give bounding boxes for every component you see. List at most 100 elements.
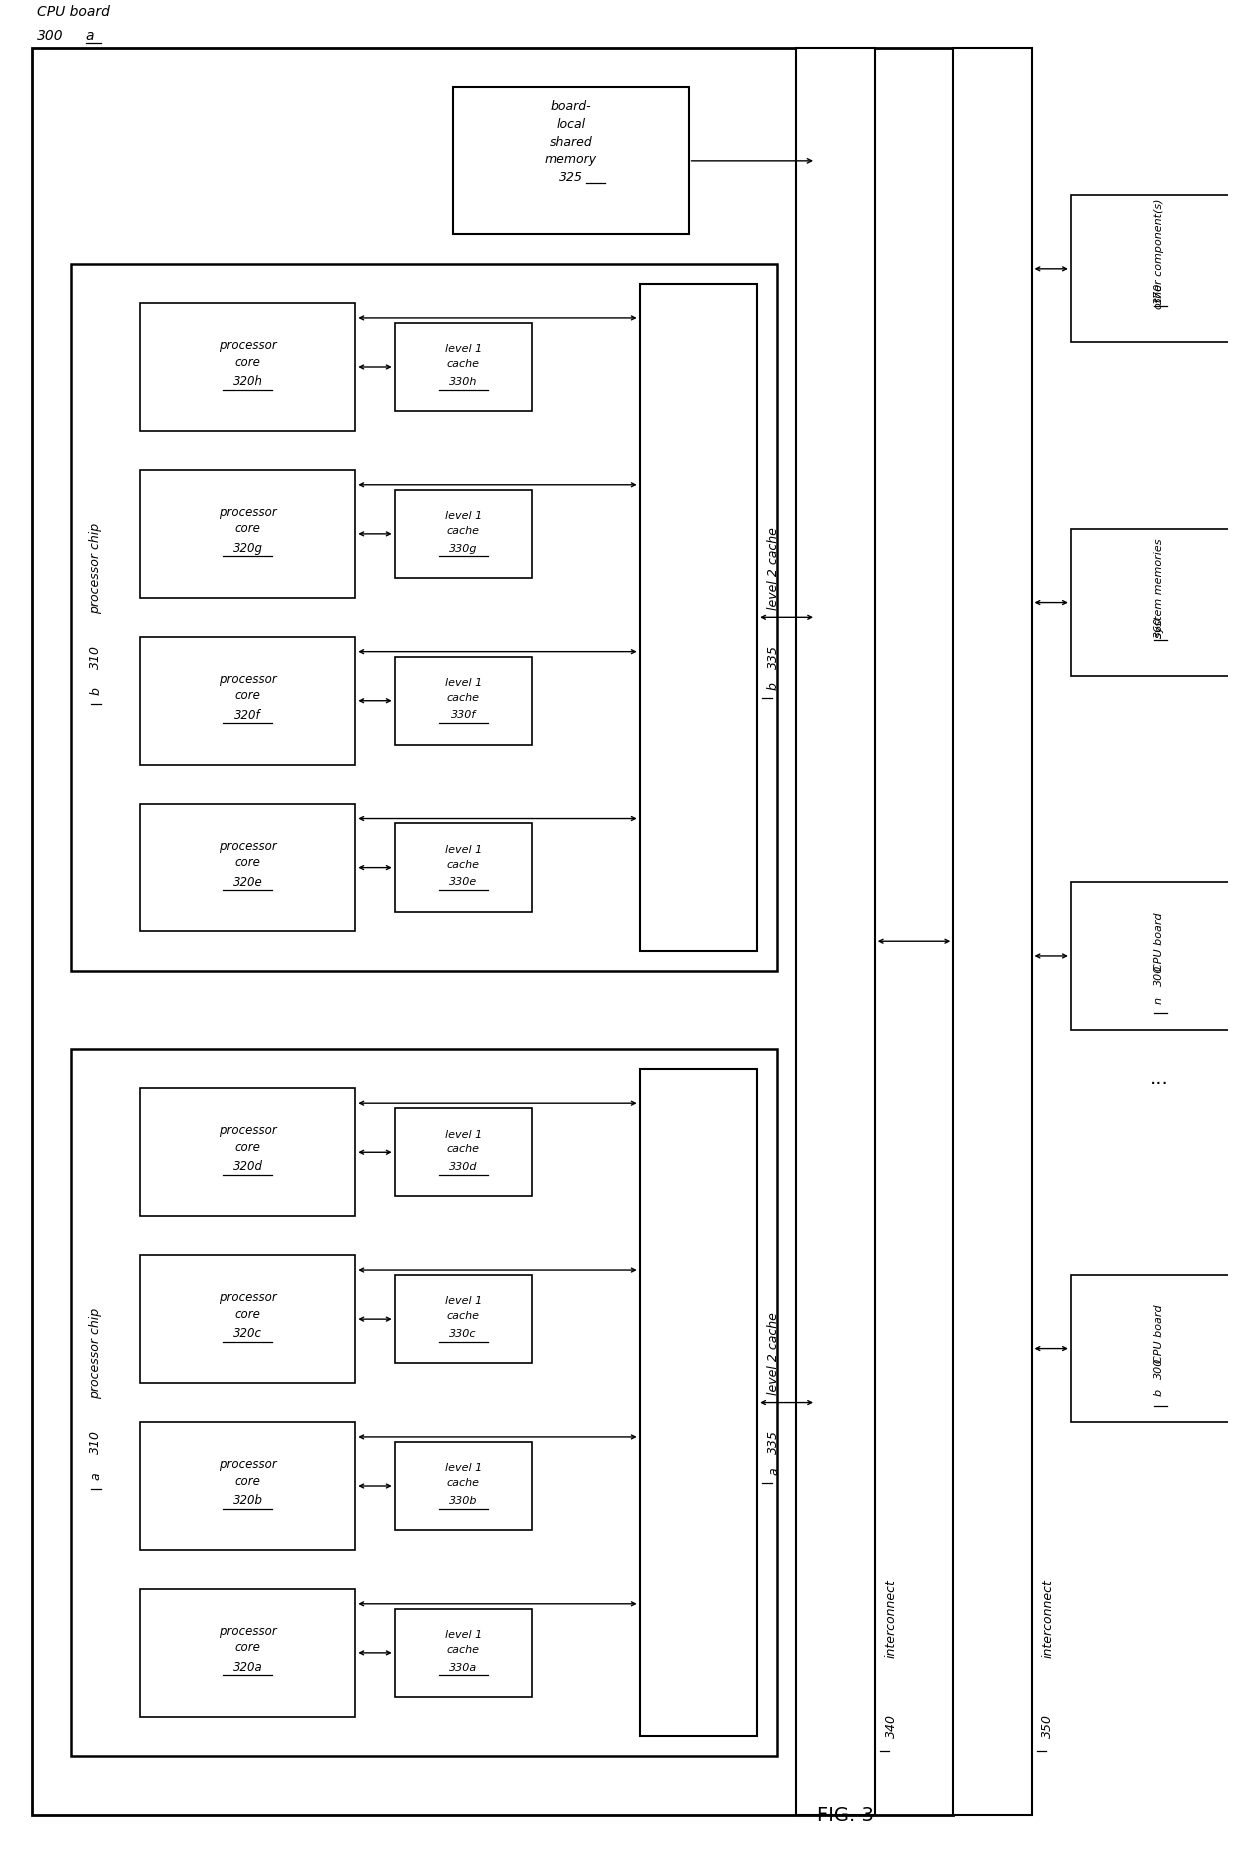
Text: local: local [557,119,585,132]
Text: 310: 310 [89,645,102,669]
Bar [640,1069,758,1736]
Text: processor: processor [218,839,277,852]
Bar [71,1049,776,1757]
Text: b: b [1154,1390,1164,1397]
Bar [1071,1275,1240,1423]
Text: 325: 325 [559,170,583,183]
Text: FIG. 3: FIG. 3 [817,1805,874,1825]
Text: processor: processor [218,506,277,519]
Text: CPU board: CPU board [1154,1305,1164,1364]
Text: core: core [234,1141,260,1154]
Text: a: a [86,30,94,43]
Text: level 1: level 1 [445,1631,482,1640]
Text: processor: processor [218,1125,277,1138]
Text: a: a [768,1468,780,1475]
Text: core: core [234,523,260,536]
Text: 320h: 320h [233,374,263,389]
Bar [394,322,532,411]
Text: 330d: 330d [449,1162,477,1171]
Text: level 1: level 1 [445,678,482,687]
Text: level 1: level 1 [445,1130,482,1140]
Text: core: core [234,689,260,702]
Text: cache: cache [446,1645,480,1655]
Bar [1071,882,1240,1030]
Bar [394,1442,532,1531]
Text: 330c: 330c [449,1329,477,1340]
Text: 330f: 330f [450,710,476,721]
Bar [32,48,954,1814]
Text: processor chip: processor chip [89,523,102,613]
Text: cache: cache [446,860,480,869]
Text: processor: processor [218,673,277,686]
Text: core: core [234,1475,260,1488]
Bar [394,823,532,912]
Text: cache: cache [446,359,480,369]
Text: processor: processor [218,1625,277,1638]
Text: processor: processor [218,1458,277,1471]
Text: shared: shared [549,135,593,148]
Text: 320g: 320g [233,543,263,556]
Text: level 2 cache: level 2 cache [768,526,780,610]
Text: b: b [89,687,102,695]
Text: 320d: 320d [233,1160,263,1173]
Text: 300: 300 [37,30,63,43]
Text: cache: cache [446,1312,480,1321]
Text: 335: 335 [768,645,780,669]
Text: 320e: 320e [233,876,263,889]
Text: system memories: system memories [1154,537,1164,637]
Bar [394,1608,532,1697]
Bar [140,1590,356,1716]
Text: 300: 300 [1154,965,1164,986]
Text: b: b [768,682,780,689]
Text: 340: 340 [884,1714,898,1738]
Text: core: core [234,356,260,369]
Text: 330h: 330h [449,376,477,387]
Text: board-: board- [551,100,591,113]
Text: 310: 310 [89,1431,102,1455]
Text: level 2 cache: level 2 cache [768,1312,780,1395]
Bar [640,284,758,951]
Bar [394,1275,532,1364]
Bar [140,804,356,932]
Text: 330a: 330a [449,1662,477,1673]
Text: interconnect: interconnect [884,1579,898,1658]
Bar [796,48,874,1814]
Text: memory: memory [544,154,598,167]
Text: processor chip: processor chip [89,1308,102,1399]
Text: a: a [89,1473,102,1481]
Text: level 1: level 1 [445,345,482,354]
Text: level 1: level 1 [445,511,482,521]
Bar [394,489,532,578]
Bar [140,1254,356,1382]
Text: other component(s): other component(s) [1154,198,1164,309]
Text: 370: 370 [1154,284,1164,304]
Text: cache: cache [446,1479,480,1488]
Text: level 1: level 1 [445,845,482,854]
Text: 320b: 320b [233,1494,263,1506]
Bar [140,1423,356,1549]
Text: ...: ... [1149,1069,1168,1088]
Text: 330g: 330g [449,543,477,554]
Text: interconnect: interconnect [1042,1579,1054,1658]
Text: 330e: 330e [449,876,477,888]
Bar [1071,195,1240,343]
Bar [394,656,532,745]
Text: 320c: 320c [233,1327,262,1340]
Bar [1071,528,1240,676]
Bar [71,263,776,971]
Text: 320a: 320a [233,1660,263,1673]
Bar [140,304,356,430]
Bar [394,1108,532,1197]
Bar [140,1088,356,1216]
Text: level 1: level 1 [445,1464,482,1473]
Text: processor: processor [218,1292,277,1305]
Text: CPU board: CPU board [37,4,110,19]
Text: cache: cache [446,1145,480,1154]
Text: core: core [234,856,260,869]
Bar [454,87,688,235]
Text: 350: 350 [1042,1714,1054,1738]
Bar [140,637,356,765]
Text: 330b: 330b [449,1495,477,1506]
Text: 300: 300 [1154,1358,1164,1379]
Text: core: core [234,1642,260,1655]
